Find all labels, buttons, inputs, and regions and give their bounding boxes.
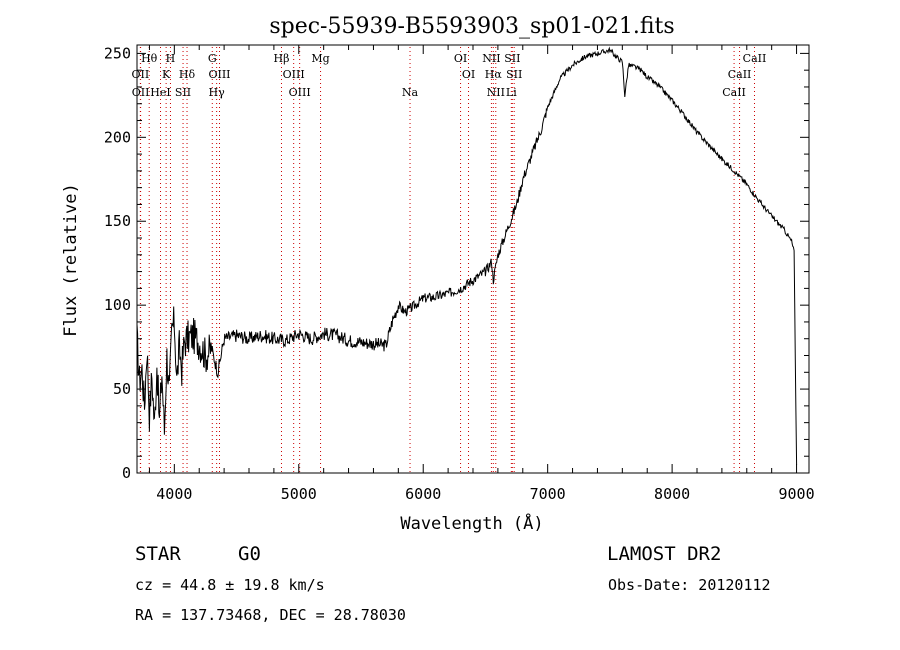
line-id-label: HeI (150, 86, 170, 99)
y-tick-label: 150 (104, 212, 131, 230)
line-id-label: G (208, 52, 217, 65)
line-id-label: NII (482, 52, 500, 65)
line-id-label: OII (132, 86, 150, 99)
line-id-markers (139, 47, 755, 473)
x-tick-label: 6000 (405, 485, 441, 503)
redshift-cz: cz = 44.8 ± 19.8 km/s (135, 576, 325, 594)
y-tick-label: 50 (113, 380, 131, 398)
x-tick-label: 9000 (778, 485, 814, 503)
line-id-label: Li (506, 86, 517, 99)
line-id-label: CaII (722, 86, 746, 99)
y-tick-label: 0 (122, 464, 131, 482)
line-id-label: Hδ (179, 68, 196, 81)
y-tick-label: 100 (104, 296, 131, 314)
x-tick-label: 7000 (530, 485, 566, 503)
line-id-label: OIII (283, 68, 305, 81)
line-id-label: SII (504, 52, 520, 65)
line-id-label: OIII (208, 68, 230, 81)
y-tick-label: 200 (104, 128, 131, 146)
line-id-label: Hγ (209, 86, 226, 99)
line-id-label: OI (462, 68, 475, 81)
x-tick-label: 4000 (156, 485, 192, 503)
object-class: STAR (135, 543, 181, 565)
line-id-label: Mg (311, 52, 329, 65)
line-id-label: Hθ (141, 52, 158, 65)
x-axis: 4000 5000 6000 7000 8000 9000 (148, 45, 815, 503)
y-tick-label: 250 (104, 44, 131, 62)
survey-name: LAMOST DR2 (607, 543, 721, 565)
line-id-label: CaII (743, 52, 767, 65)
line-id-label: H (166, 52, 176, 65)
x-tick-label: 5000 (281, 485, 317, 503)
line-id-label: NII (487, 86, 505, 99)
line-id-labels: Hθ HK OII OII HeI SII Hδ G OIII Hγ Hβ OIII OIII Mg Na O… (132, 52, 767, 99)
observation-date: Obs-Date: 20120112 (608, 576, 771, 594)
line-id-label: OII (132, 68, 150, 81)
line-id-label: Na (402, 86, 419, 99)
line-id-label: K (162, 68, 171, 81)
plot-frame (136, 44, 810, 474)
line-id-label: Hβ (274, 52, 290, 65)
chart-title: spec-55939-B5593903_sp01-021.fits (269, 14, 674, 39)
x-tick-label: 8000 (654, 485, 690, 503)
line-id-label: Hα (485, 68, 503, 81)
y-axis-label: Flux (relative) (61, 183, 81, 337)
line-id-label: OIII (289, 86, 311, 99)
line-id-label: OI (454, 52, 467, 65)
line-id-label: CaII (728, 68, 752, 81)
y-axis: 0 50 100 150 200 250 (104, 44, 809, 482)
x-axis-label: Wavelength (Å) (400, 512, 543, 534)
object-subclass: G0 (238, 543, 261, 565)
line-id-label: SII (506, 68, 522, 81)
coordinates: RA = 137.73468, DEC = 28.78030 (135, 606, 406, 624)
line-id-label: SII (175, 86, 191, 99)
spectrum-line (136, 46, 798, 465)
